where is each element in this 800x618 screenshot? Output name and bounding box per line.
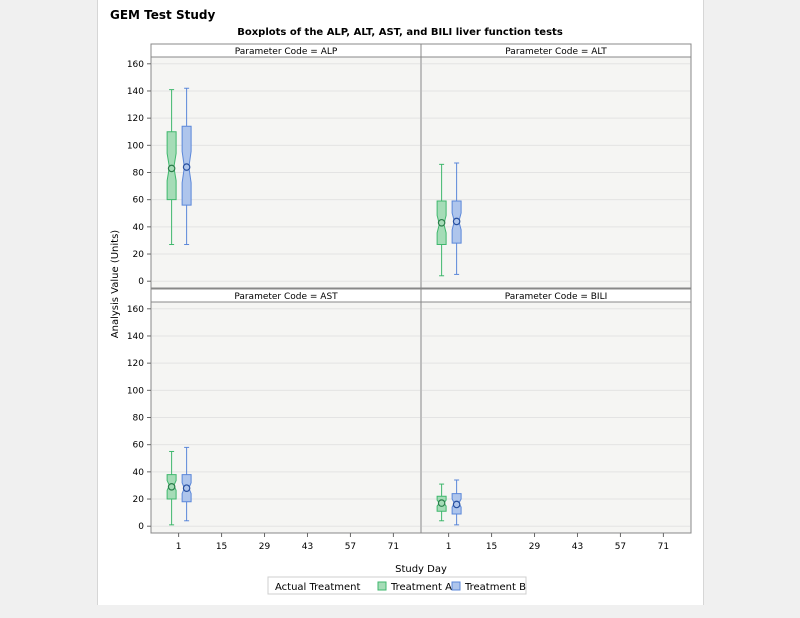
mean-marker xyxy=(167,482,176,491)
box-treatment-a xyxy=(436,483,447,522)
y-tick-label: 80 xyxy=(133,169,145,179)
y-tick-label: 120 xyxy=(127,359,144,369)
x-tick-label: 1 xyxy=(446,542,452,552)
panel-bili: Parameter Code = BILI 1 15 29 43 57 71 xyxy=(420,288,692,552)
y-tick-label: 40 xyxy=(133,468,145,478)
y-tick-label: 0 xyxy=(138,522,144,532)
y-tick-label: 0 xyxy=(138,277,144,287)
legend-label-treatment-b: Treatment B xyxy=(464,582,526,593)
panel-alp: Parameter Code = ALP 0 20 40 60 80 100 120 140 16… xyxy=(127,43,422,289)
panel-ast: Parameter Code = AST 0 20 40 60 80 100 120 140 16… xyxy=(127,288,422,552)
x-tick-label: 57 xyxy=(345,542,356,552)
mean-marker xyxy=(167,164,176,173)
y-tick-label: 20 xyxy=(133,495,145,505)
x-tick-label: 1 xyxy=(176,542,182,552)
panel-header-label: Parameter Code = AST xyxy=(234,292,338,302)
legend-swatch-treatment-a xyxy=(377,581,387,591)
box-treatment-b xyxy=(451,162,462,275)
y-tick-label: 120 xyxy=(127,114,144,124)
legend-swatch-treatment-b xyxy=(451,581,461,591)
box-treatment-a xyxy=(166,450,177,526)
y-tick-label: 60 xyxy=(133,196,145,206)
panel-header-label: Parameter Code = ALP xyxy=(235,47,338,57)
x-axis-label: Study Day xyxy=(395,564,447,575)
box-treatment-b xyxy=(451,479,462,526)
x-tick-label: 29 xyxy=(529,542,541,552)
x-tick-label: 43 xyxy=(572,542,583,552)
mean-marker xyxy=(182,484,191,492)
box-treatment-b xyxy=(181,446,192,522)
y-tick-label: 140 xyxy=(127,332,144,342)
y-tick-label: 40 xyxy=(133,223,145,233)
x-tick-label: 57 xyxy=(615,542,626,552)
y-tick-label: 80 xyxy=(133,414,145,424)
x-tick-label: 71 xyxy=(658,542,669,552)
box-treatment-b xyxy=(181,87,192,246)
y-tick-label: 100 xyxy=(127,141,144,151)
x-tick-label: 43 xyxy=(302,542,313,552)
y-tick-label: 140 xyxy=(127,87,144,97)
y-tick-label: 160 xyxy=(127,305,144,315)
mean-marker xyxy=(452,500,461,509)
mean-marker xyxy=(437,218,446,227)
mean-marker xyxy=(437,499,446,507)
legend-frame xyxy=(267,576,527,595)
panel-alt: Parameter Code = ALT xyxy=(420,43,692,289)
mean-marker xyxy=(182,163,191,171)
y-tick-label: 20 xyxy=(133,250,145,260)
legend: Actual Treatment Treatment A Treatment B xyxy=(267,576,527,595)
x-tick-label: 15 xyxy=(216,542,227,552)
legend-label-treatment-a: Treatment A xyxy=(390,582,452,593)
box-treatment-a xyxy=(436,163,447,277)
y-tick-label: 60 xyxy=(133,441,145,451)
panel-header-label: Parameter Code = BILI xyxy=(505,292,608,302)
y-tick-label: 160 xyxy=(127,60,144,70)
chart-title: Boxplots of the ALP, ALT, AST, and BILI … xyxy=(237,27,563,38)
mean-marker xyxy=(452,217,461,226)
x-tick-label: 15 xyxy=(486,542,497,552)
x-tick-label: 71 xyxy=(388,542,399,552)
x-tick-label: 29 xyxy=(259,542,271,552)
study-title: GEM Test Study xyxy=(110,8,216,22)
panel-header-label: Parameter Code = ALT xyxy=(505,47,607,57)
legend-title: Actual Treatment xyxy=(275,582,360,593)
y-axis-label: Analysis Value (Units) xyxy=(110,230,121,338)
y-tick-label: 100 xyxy=(127,386,144,396)
box-treatment-a xyxy=(166,89,177,246)
